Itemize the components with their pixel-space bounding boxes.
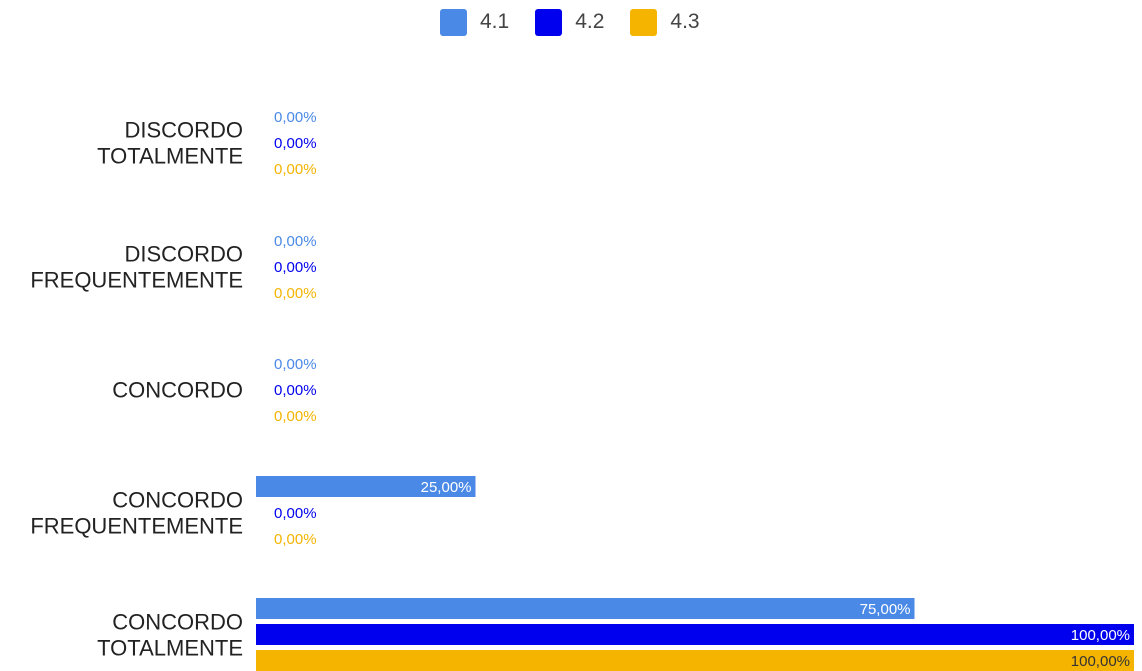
data-label: 0,00% xyxy=(274,356,317,373)
legend: 4.1 4.2 4.3 xyxy=(440,8,726,36)
data-label-chip xyxy=(1067,624,1134,645)
category-label: DISCORDO TOTALMENTE xyxy=(97,118,243,169)
data-label: 0,00% xyxy=(274,531,317,548)
data-label: 0,00% xyxy=(274,109,317,126)
data-label: 0,00% xyxy=(274,135,317,152)
category-label: DISCORDO FREQUENTEMENTE xyxy=(30,242,243,293)
data-label: 0,00% xyxy=(274,233,317,250)
data-label: 25,00% xyxy=(421,479,472,496)
legend-item-4-3[interactable]: 4.3 xyxy=(630,8,700,36)
bar-4-1[interactable] xyxy=(256,598,915,619)
legend-swatch xyxy=(630,8,658,36)
data-label: 0,00% xyxy=(274,505,317,522)
data-label-chip xyxy=(417,476,476,497)
data-label: 0,00% xyxy=(274,259,317,276)
category-label: CONCORDO TOTALMENTE xyxy=(97,610,243,661)
data-label: 100,00% xyxy=(1071,653,1130,670)
category-label: CONCORDO FREQUENTEMENTE xyxy=(30,488,243,539)
data-label: 0,00% xyxy=(274,408,317,425)
data-label: 100,00% xyxy=(1071,627,1130,644)
data-label: 0,00% xyxy=(274,285,317,302)
data-label: 0,00% xyxy=(274,382,317,399)
data-label: 75,00% xyxy=(860,601,911,618)
data-label-chip xyxy=(1067,650,1134,671)
bar-4-3[interactable] xyxy=(256,650,1134,671)
legend-item-4-2[interactable]: 4.2 xyxy=(535,8,605,36)
legend-swatch xyxy=(535,8,563,36)
data-label: 0,00% xyxy=(274,161,317,178)
legend-label: 4.2 xyxy=(575,10,605,33)
data-label-chip xyxy=(856,598,915,619)
category-label: CONCORDO xyxy=(112,378,243,403)
legend-label: 4.3 xyxy=(670,10,700,33)
legend-item-4-1[interactable]: 4.1 xyxy=(440,8,510,36)
bar-4-2[interactable] xyxy=(256,624,1134,645)
legend-label: 4.1 xyxy=(480,10,510,33)
legend-swatch xyxy=(440,8,467,36)
